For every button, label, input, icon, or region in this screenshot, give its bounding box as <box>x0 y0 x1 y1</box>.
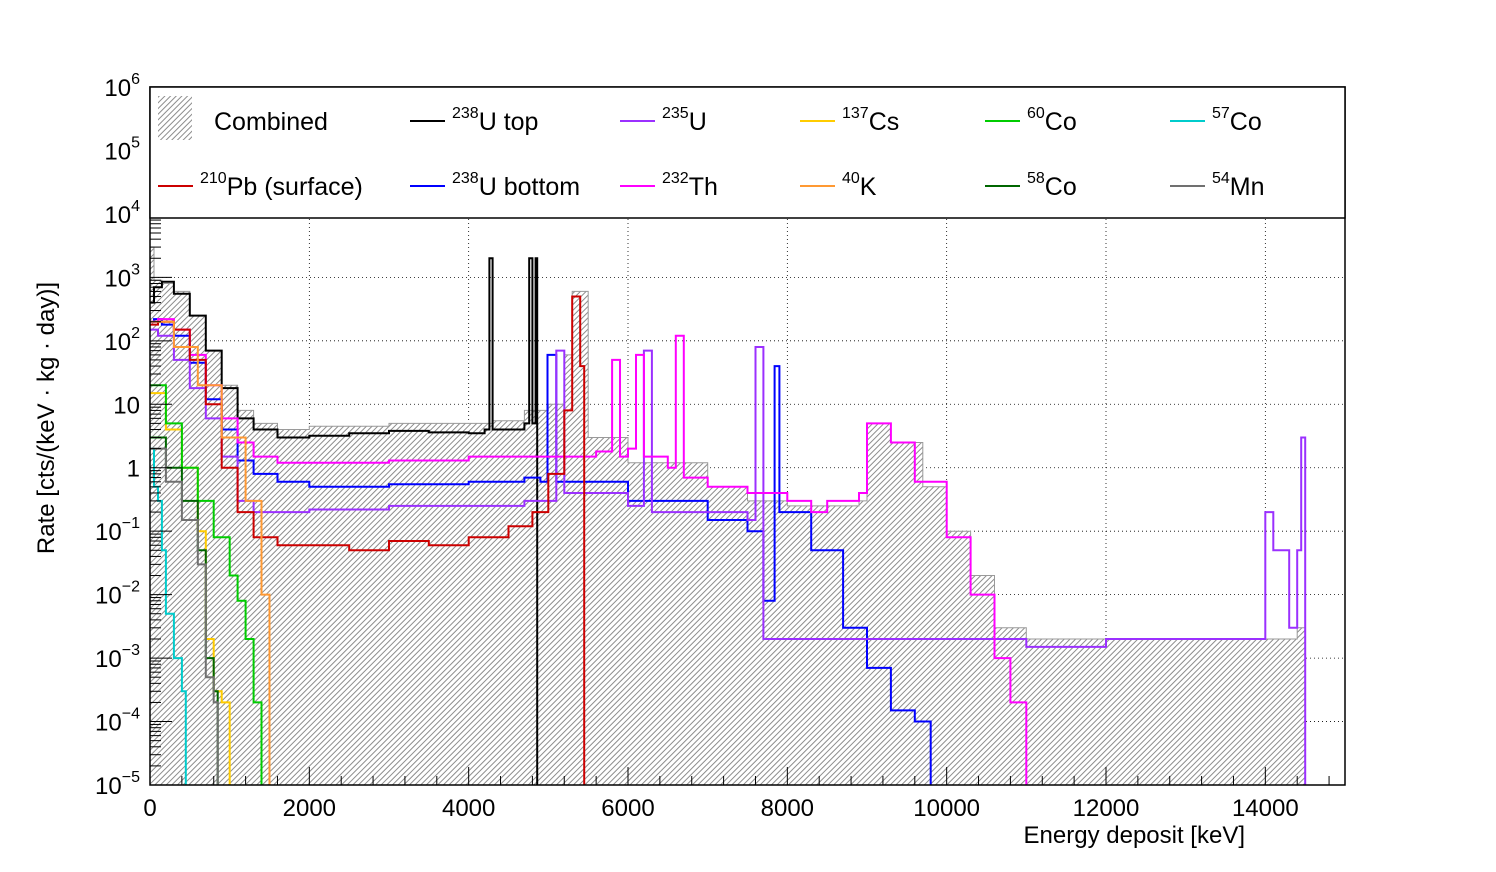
legend-label-210-pb-surface: 210Pb (surface) <box>200 170 363 201</box>
series-232-th-4 <box>150 318 1028 785</box>
series-60-co-8 <box>150 384 263 785</box>
y-tick-label: 106 <box>104 71 140 102</box>
y-tick-label: 10−4 <box>95 706 140 737</box>
legend-label-232-th: 232Th <box>662 170 718 201</box>
y-tick-label: 1 <box>127 456 140 483</box>
x-axis-title: Energy deposit [keV] <box>1024 822 1245 849</box>
legend-label-235-u: 235U <box>662 105 707 136</box>
legend-label-57-co: 57Co <box>1212 105 1262 136</box>
series-54-mn-11 <box>150 447 219 785</box>
y-tick-label: 103 <box>104 261 140 292</box>
x-tick-label: 6000 <box>601 795 654 822</box>
legend-label-54-mn: 54Mn <box>1212 170 1265 201</box>
y-axis-title: Rate [cts/(keV · kg · day)] <box>33 282 60 554</box>
x-tick-label: 10000 <box>913 795 980 822</box>
legend-swatch-combined <box>158 96 192 140</box>
legend-label-40-k: 40K <box>842 170 877 201</box>
legend-label-238-u-top: 238U top <box>452 105 538 136</box>
y-tick-label: 10 <box>113 392 140 419</box>
legend-label-58-co: 58Co <box>1027 170 1077 201</box>
x-tick-label: 2000 <box>283 795 336 822</box>
legend-label-60-co: 60Co <box>1027 105 1077 136</box>
y-tick-label: 10−2 <box>95 579 140 610</box>
legend-label-137-cs: 137Cs <box>842 105 899 136</box>
x-tick-label: 8000 <box>761 795 814 822</box>
y-tick-label: 10−5 <box>95 769 140 800</box>
series-combined <box>150 246 1306 785</box>
y-tick-label: 10−3 <box>95 642 140 673</box>
series-137-cs-6 <box>150 392 231 785</box>
series-layer <box>150 246 1307 785</box>
y-tick-label: 102 <box>104 325 140 356</box>
axes: 0 2000 4000 6000 8000 10000 12000 14000 106 105 10… <box>95 71 1330 822</box>
y-tick-label: 105 <box>104 134 140 165</box>
y-tick-label: 104 <box>104 198 140 229</box>
series-40-k-7 <box>150 320 271 785</box>
legend: Combined 238U top 235U 137Cs 60Co 57Co 210Pb (… <box>149 86 1346 219</box>
legend-box <box>149 86 1346 219</box>
x-tick-label: 12000 <box>1073 795 1140 822</box>
legend-label-combined: Combined <box>214 108 328 136</box>
y-tick-label: 10−1 <box>95 515 140 546</box>
x-tick-label: 4000 <box>442 795 495 822</box>
series-238-u-top-1 <box>150 257 539 785</box>
x-tick-label: 14000 <box>1232 795 1299 822</box>
x-tick-label: 0 <box>143 795 156 822</box>
legend-label-238-u-bottom: 238U bottom <box>452 170 580 201</box>
